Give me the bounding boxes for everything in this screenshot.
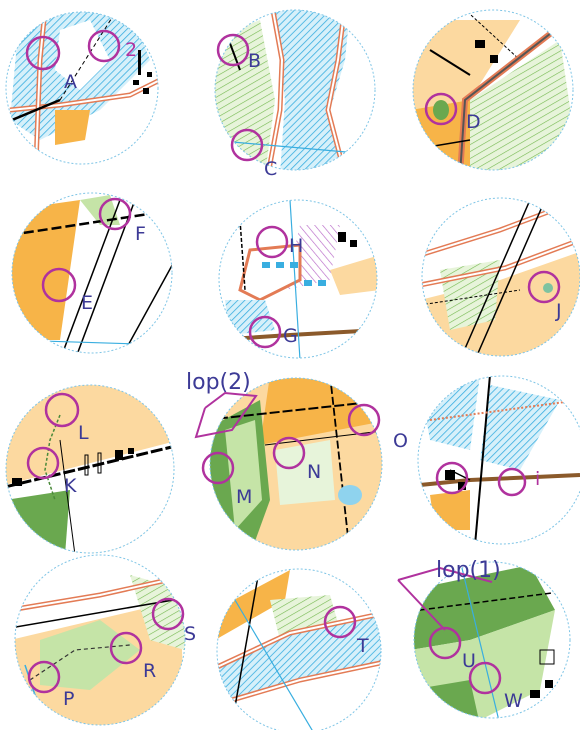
map-circle-uw	[413, 561, 571, 719]
control-label-j: J	[556, 300, 562, 322]
control-label-b: B	[248, 50, 262, 72]
control-label-o: O	[393, 430, 408, 452]
lop1-leg-line	[397, 579, 446, 631]
control-label-i: i	[535, 468, 541, 490]
map-circle-bc	[214, 9, 376, 171]
control-label-u: U	[462, 650, 476, 672]
control-label-c: C	[264, 158, 278, 180]
lop1-course-line	[397, 566, 493, 583]
control-label-l: L	[78, 422, 89, 444]
map-circle-a	[5, 11, 159, 165]
control-label-n: N	[307, 461, 322, 483]
control-label-2: 2	[125, 39, 138, 61]
map-circle-i	[417, 375, 580, 545]
map-circle-j	[421, 197, 580, 357]
control-label-a: A	[64, 71, 77, 93]
control-label-d: D	[466, 111, 481, 133]
course-label-lop1: lop(1)	[436, 558, 501, 583]
control-label-f: F	[135, 223, 146, 245]
map-circle-mno	[201, 377, 383, 551]
map-circle-d	[412, 9, 574, 171]
control-label-k: K	[64, 475, 77, 497]
map-circle-t	[216, 568, 382, 730]
control-circle-2	[87, 29, 121, 63]
lop2-course-line	[194, 391, 258, 439]
control-label-m: M	[236, 486, 253, 508]
control-circle-a	[25, 35, 61, 71]
map-circle-prs	[14, 554, 186, 726]
control-label-g: G	[283, 325, 298, 347]
map-circle-ef	[11, 192, 173, 354]
control-label-h: H	[289, 235, 304, 257]
control-label-t: T	[357, 635, 369, 657]
course-label-lop2: lop(2)	[186, 370, 251, 395]
control-label-w: W	[504, 690, 523, 712]
map-circle-gh	[218, 199, 378, 359]
control-label-s: S	[184, 623, 197, 645]
control-label-e: E	[81, 292, 94, 314]
map-circle-kl	[5, 384, 175, 554]
control-label-p: P	[63, 688, 75, 710]
control-label-r: R	[143, 660, 157, 682]
